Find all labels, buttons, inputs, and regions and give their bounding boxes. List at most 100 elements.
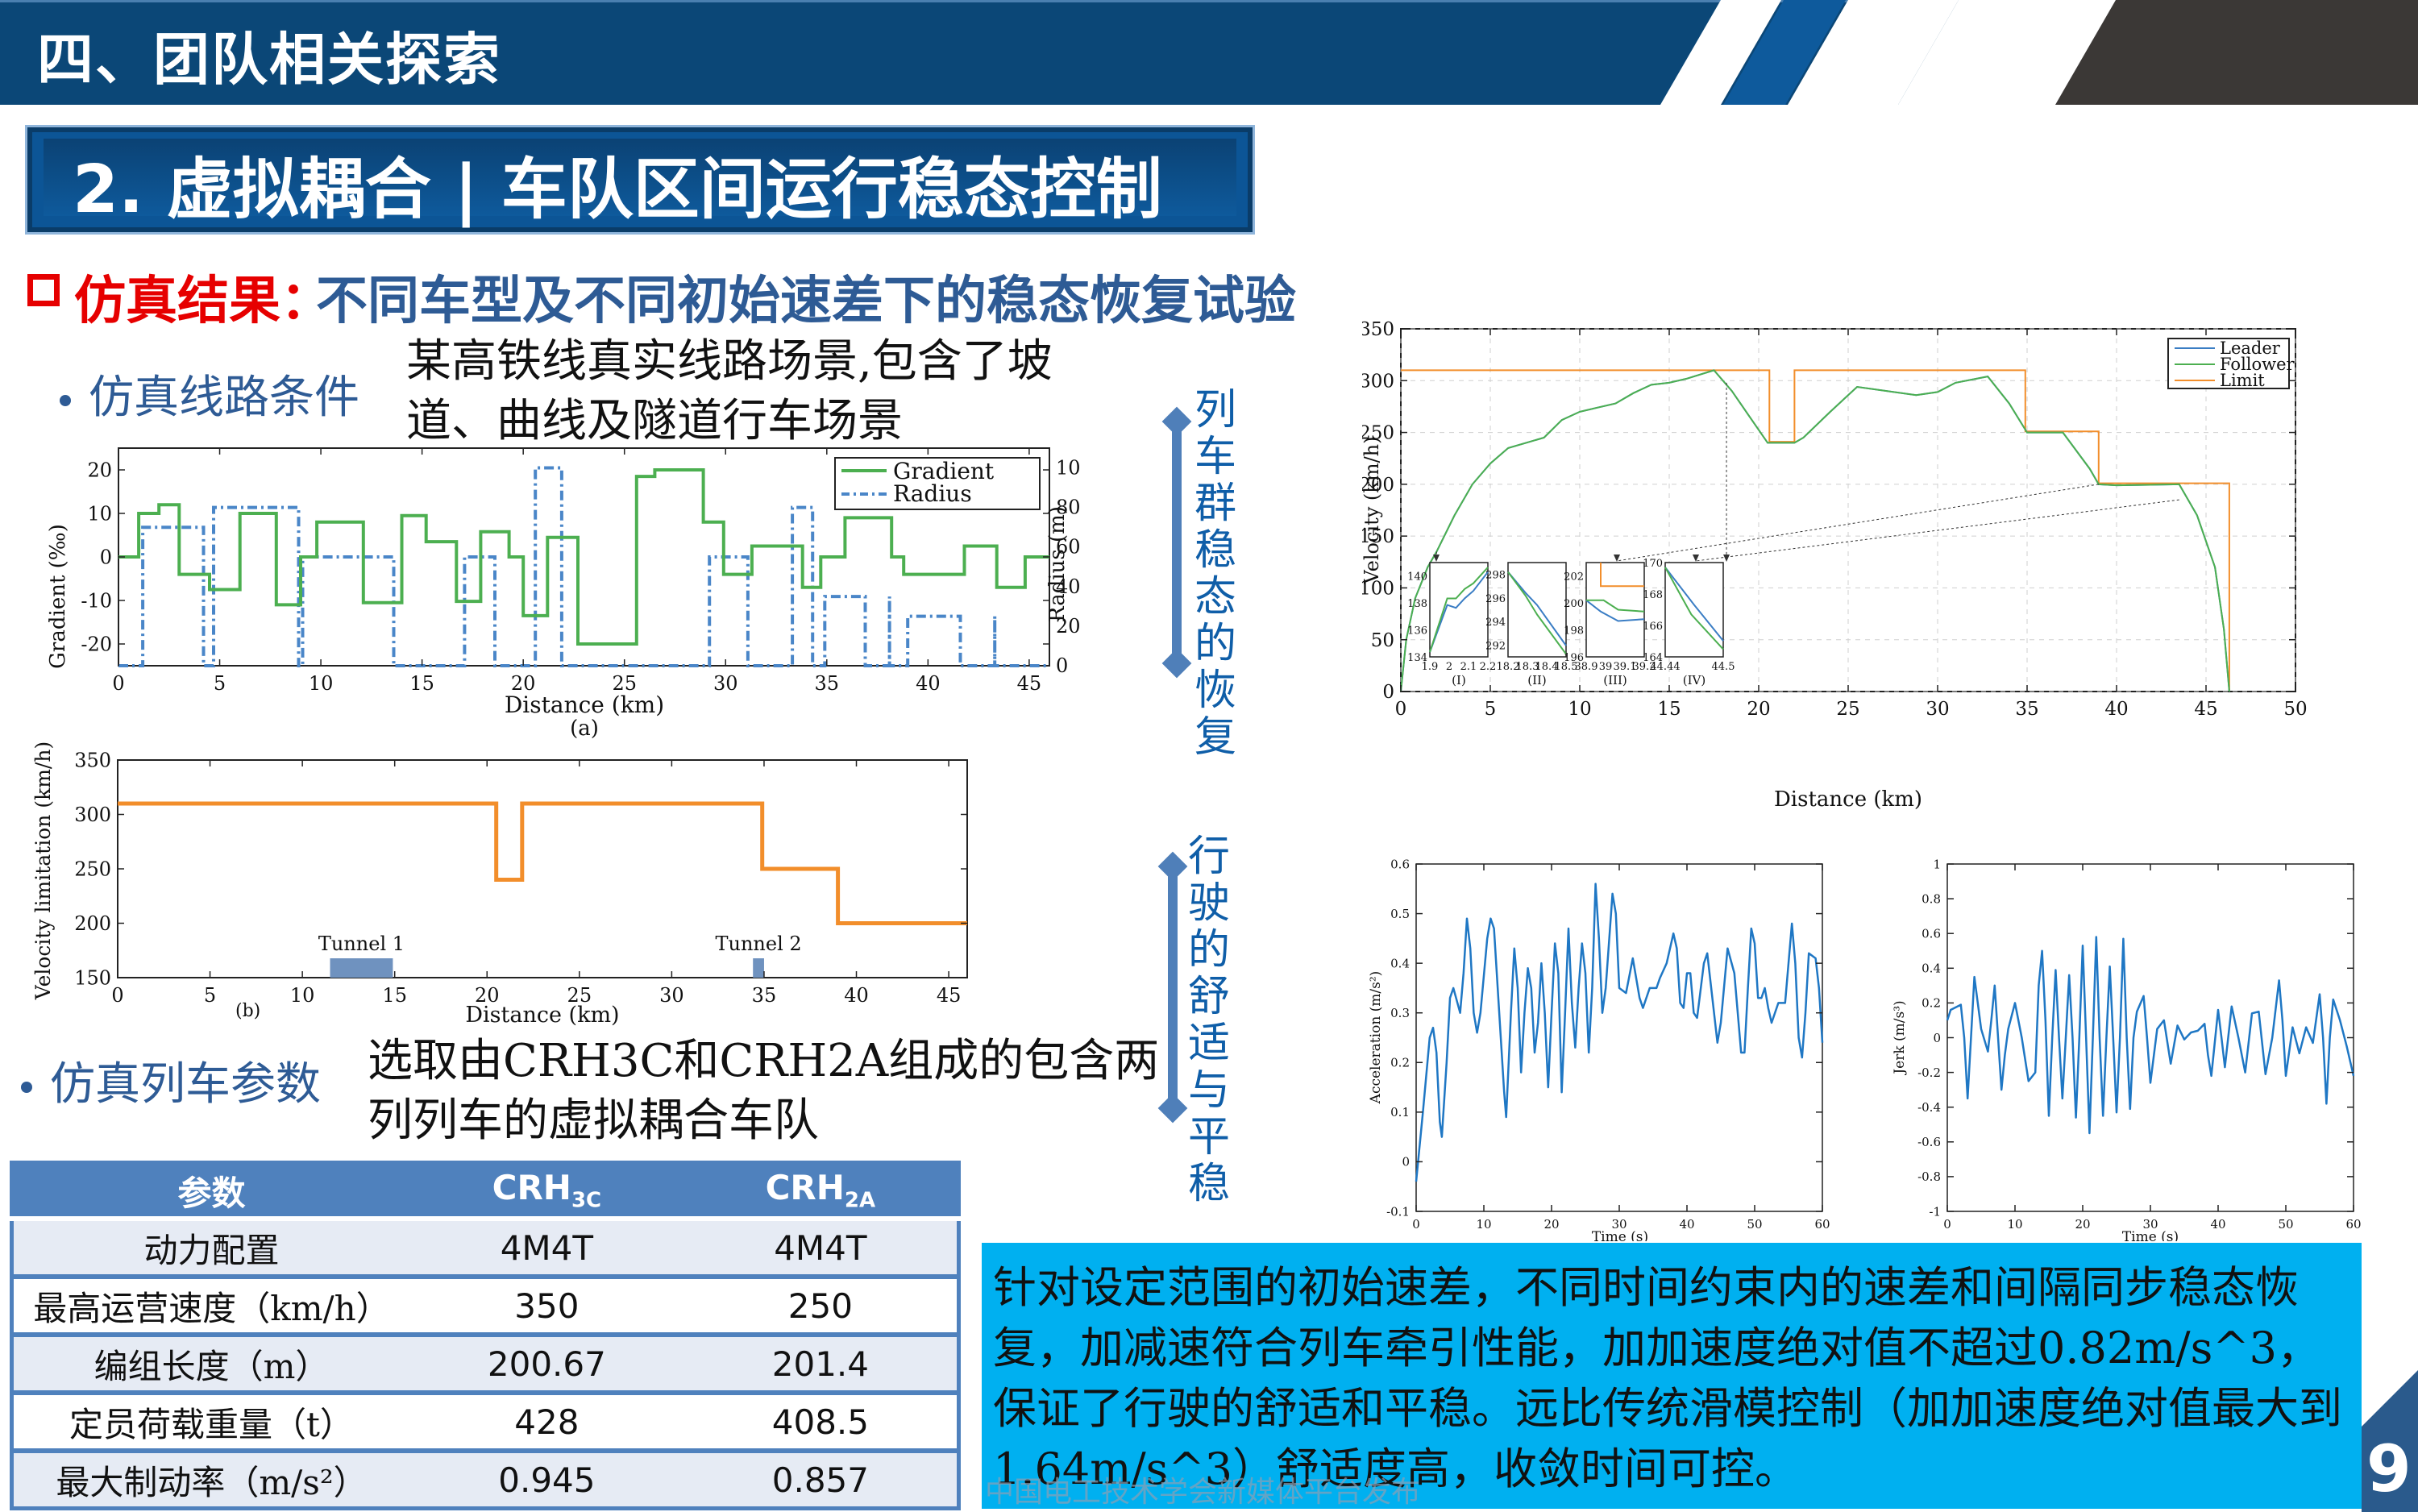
arrow-shaft: [1172, 421, 1182, 663]
train-parameter-table: 参数 CRH3C CRH2A 动力配置 4M4T 4M4T 最高运营速度（km/…: [10, 1161, 961, 1510]
svg-text:10: 10: [290, 984, 315, 1007]
conclusion-text: 针对设定范围的初始速差，不同时间约束内的速差和间隔同步稳态恢复，加减速符合列车牵…: [993, 1262, 2342, 1494]
bullet-label: 仿真列车参数: [50, 1058, 321, 1111]
chart-a-y2label: Radius (m): [1045, 506, 1070, 622]
row-crh3c: 200.67: [409, 1332, 684, 1393]
svg-text:39.1: 39.1: [1614, 661, 1637, 673]
chart-jerk: Jerk (m/s³) Time (s) 0 10 20 30 40 50 60-1-0.8…: [1892, 857, 2362, 1241]
row-crh2a: 4M4T: [683, 1216, 959, 1277]
svg-text:25: 25: [612, 672, 637, 695]
svg-text:164: 164: [1643, 652, 1663, 664]
heading-main: 不同车型及不同初始速差下的稳态恢复试验: [316, 272, 1296, 331]
svg-text:0: 0: [1382, 682, 1394, 703]
svg-text:0.3: 0.3: [1390, 1006, 1410, 1020]
chart-b-title: (b): [235, 1001, 261, 1021]
svg-text:1.9: 1.9: [1422, 661, 1439, 673]
svg-text:40: 40: [2104, 699, 2128, 720]
svg-text:196: 196: [1564, 652, 1584, 664]
row-crh3c: 0.945: [409, 1448, 684, 1509]
svg-text:50: 50: [2278, 1217, 2293, 1232]
svg-text:(III): (III): [1603, 673, 1627, 687]
svg-text:(II): (II): [1527, 673, 1547, 687]
svg-text:300: 300: [1362, 371, 1394, 392]
chart-velocity-profile: Leader Follower Limit 134 136 138 140 1.9 2 2.…: [1362, 319, 2308, 812]
heading-prefix: 仿真结果：: [74, 272, 332, 331]
svg-text:294: 294: [1485, 617, 1506, 629]
row-crh2a: 201.4: [683, 1332, 959, 1393]
row-param: 动力配置: [11, 1216, 409, 1277]
svg-text:30: 30: [2142, 1217, 2158, 1232]
chart-a-title: (a): [570, 717, 599, 741]
section-title: 四、团队相关探索: [37, 27, 501, 93]
svg-text:-0.1: -0.1: [1386, 1204, 1410, 1219]
svg-text:44.5: 44.5: [1712, 661, 1735, 673]
svg-text:0.2: 0.2: [1390, 1056, 1410, 1070]
svg-text:292: 292: [1485, 640, 1506, 652]
chart-velocity-legend: Leader Follower Limit: [2167, 338, 2295, 390]
header-crh2a-sub: 2A: [844, 1188, 876, 1213]
header-crh3c: CRH3C: [409, 1162, 684, 1221]
svg-text:20: 20: [87, 459, 112, 481]
svg-text:44.44: 44.44: [1650, 661, 1680, 673]
svg-text:0: 0: [1402, 1155, 1410, 1169]
svg-text:298: 298: [1485, 570, 1506, 582]
svg-text:134: 134: [1407, 652, 1427, 664]
train-description-line1: 选取由CRH3C和CRH2A组成的包含两: [368, 1035, 1160, 1087]
chart-acceleration-ylabel: Acceleration (m/s²): [1368, 971, 1384, 1105]
svg-text:0.2: 0.2: [1922, 996, 1941, 1011]
chart-gradient-radius: Gradient Radius Gradient (‰) Radius (m) …: [46, 447, 1080, 741]
legend-leader: Leader: [2220, 339, 2281, 358]
svg-text:170: 170: [1643, 558, 1663, 570]
table-row: 最大制动率（m/s²） 0.945 0.857: [11, 1448, 959, 1509]
side-label-comfort: 行驶的舒适与平稳: [1187, 833, 1230, 1208]
legend-follower: Follower: [2220, 355, 2295, 374]
svg-text:(IV): (IV): [1683, 673, 1705, 687]
svg-text:-0.4: -0.4: [1917, 1100, 1941, 1115]
arrow-head-icon: [1161, 648, 1192, 679]
row-crh3c: 350: [409, 1274, 684, 1335]
arrow-shaft: [1168, 866, 1178, 1107]
svg-text:25: 25: [567, 984, 592, 1007]
svg-text:250: 250: [1362, 423, 1394, 444]
svg-text:2.2: 2.2: [1480, 661, 1497, 673]
svg-text:50: 50: [2283, 699, 2307, 720]
table-row: 最高运营速度（km/h） 350 250: [11, 1274, 959, 1335]
chart-jerk-xlabel: Time (s): [2122, 1229, 2179, 1241]
row-crh2a: 250: [683, 1274, 959, 1335]
svg-text:30: 30: [713, 672, 738, 695]
route-description: 某高铁线真实线路场景,包含了坡 道、曲线及隧道行车场景: [406, 332, 1053, 451]
svg-text:4000: 4000: [1056, 575, 1080, 598]
header-stripes: [1660, 0, 2418, 105]
svg-text:18.3: 18.3: [1516, 661, 1539, 673]
svg-text:0: 0: [1056, 654, 1068, 677]
svg-text:39: 39: [1599, 661, 1613, 673]
row-crh2a: 408.5: [683, 1390, 959, 1451]
svg-text:5: 5: [204, 984, 216, 1007]
svg-text:15: 15: [409, 672, 434, 695]
svg-text:25: 25: [1836, 699, 1859, 720]
svg-text:Tunnel 1: Tunnel 1: [318, 933, 405, 955]
svg-text:2000: 2000: [1056, 615, 1080, 638]
checkbox-square-icon: [27, 274, 60, 306]
svg-text:350: 350: [74, 749, 111, 771]
svg-text:35: 35: [752, 984, 777, 1007]
legend-gradient: Gradient: [893, 458, 995, 484]
svg-text:15: 15: [382, 984, 407, 1007]
svg-text:15: 15: [1657, 699, 1681, 720]
side-label-stability: 列车群稳态的恢复: [1194, 386, 1236, 762]
svg-text:0: 0: [112, 672, 124, 695]
chart-velocity-ylabel: Velocity (km/h): [1362, 437, 1383, 585]
table-row: 动力配置 4M4T 4M4T: [11, 1216, 959, 1277]
bullet-label: 仿真线路条件: [89, 372, 359, 424]
svg-text:-0.6: -0.6: [1917, 1135, 1941, 1149]
svg-text:45: 45: [937, 984, 962, 1007]
svg-text:40: 40: [2210, 1217, 2225, 1232]
svg-text:38.9: 38.9: [1575, 661, 1598, 673]
svg-text:300: 300: [74, 804, 111, 826]
svg-text:-20: -20: [81, 633, 112, 655]
svg-text:30: 30: [659, 984, 684, 1007]
svg-text:40: 40: [916, 672, 941, 695]
svg-text:250: 250: [74, 858, 111, 880]
svg-text:10: 10: [2007, 1217, 2022, 1232]
svg-text:0.6: 0.6: [1390, 857, 1410, 871]
